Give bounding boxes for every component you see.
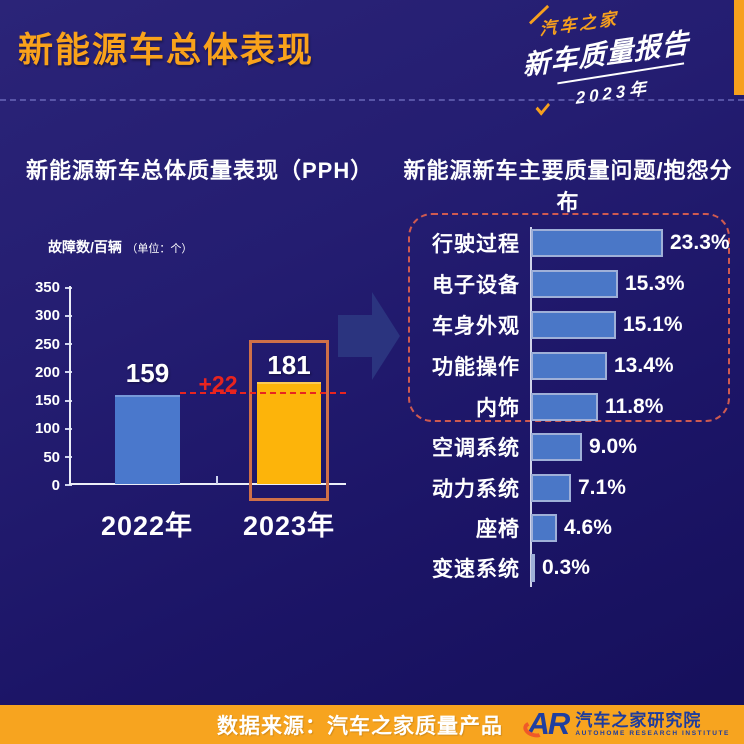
y-tick: 100 [34,420,73,438]
hbar-label: 电子设备 [432,274,520,297]
y-tick: 200 [34,363,73,381]
reference-dashed-line [180,392,346,394]
org-name: 汽车之家研究院 [575,710,702,730]
y-axis-ticks: 350 300 250 200 150 100 50 0 [14,279,73,494]
hbar-row: 变速系统 0.3% [408,554,590,582]
header-divider [0,99,744,101]
hbar-value: 15.1% [623,313,683,336]
hbar-value: 4.6% [564,516,612,539]
org-logo: AR 汽车之家研究院 AUTOHOME RESEARCH INSTITUTE [520,706,730,742]
hbar [531,514,557,542]
y-axis-line [69,286,71,484]
hbar-label: 车身外观 [432,315,520,338]
hbar-value: 13.4% [614,354,674,377]
hbar-value: 0.3% [542,556,590,579]
hbar [531,433,582,461]
hbar-row: 座椅 4.6% [408,514,612,542]
x-axis-line [69,483,346,485]
hbar-value: 7.1% [578,476,626,499]
hbar [531,393,598,421]
footer-band [0,705,744,744]
hbar-label: 变速系统 [432,558,520,581]
hbar [531,229,663,257]
y-tick: 350 [34,279,73,296]
hbar-label: 功能操作 [432,356,520,379]
ar-letters: AR [527,706,571,741]
hbar-row: 行驶过程 23.3% [408,229,730,257]
hbar-label: 行驶过程 [432,233,520,256]
hbar [531,352,607,380]
y-tick: 300 [34,307,73,325]
hbar-label: 座椅 [476,518,520,541]
bar-2023 [257,382,321,484]
left-chart-title: 新能源新车总体质量表现（PPH） [26,158,374,183]
hbar-value: 9.0% [589,435,637,458]
x-category-2022: 2022年 [100,511,194,541]
hbar-row: 电子设备 15.3% [408,270,685,298]
ar-logo-icon: AR [520,706,571,742]
hbar-row: 功能操作 13.4% [408,352,674,380]
bar-value-2022: 159 [125,358,170,388]
hbar-label: 动力系统 [432,478,520,501]
x-axis-tick [216,476,218,484]
hbar-value: 15.3% [625,272,685,295]
bar-value-2023: 181 [267,350,311,380]
hbar-row: 动力系统 7.1% [408,474,626,502]
hbar [531,270,618,298]
hbar-value: 11.8% [605,395,664,418]
top-issues-dashed-box [408,213,730,422]
x-category-2023: 2023年 [242,511,336,541]
page-title: 新能源车总体表现 [18,31,315,70]
bar-2022 [115,395,180,484]
hbar [531,474,571,502]
y-tick: 0 [51,476,73,494]
hbar-label: 空调系统 [432,437,520,460]
hbar-row: 空调系统 9.0% [408,433,637,461]
header-accent-strip [734,0,744,95]
y-tick: 150 [34,392,73,410]
logo-check-icon [535,98,551,116]
hbar-value: 23.3% [670,231,730,254]
hbar-row: 车身外观 15.1% [408,311,683,339]
axis-unit-sub: （单位：个） [126,243,193,255]
hbar-label: 内饰 [476,397,520,420]
hbar [531,554,535,582]
hbar-row: 内饰 11.8% [408,393,663,421]
data-source-text: 数据来源：汽车之家质量产品 [217,715,503,738]
axis-unit-main: 故障数/百辆 [48,239,122,255]
arrow-right-icon [338,290,400,382]
y-tick: 50 [43,448,72,466]
right-chart-title: 新能源新车主要质量问题/抱怨分布 [403,158,733,215]
left-chart-axis-unit: 故障数/百辆 （单位：个） [48,237,192,257]
highlight-outline-2023 [249,340,329,501]
hbar [531,311,616,339]
y-tick: 250 [34,335,73,353]
org-subtitle: AUTOHOME RESEARCH INSTITUTE [575,729,730,737]
